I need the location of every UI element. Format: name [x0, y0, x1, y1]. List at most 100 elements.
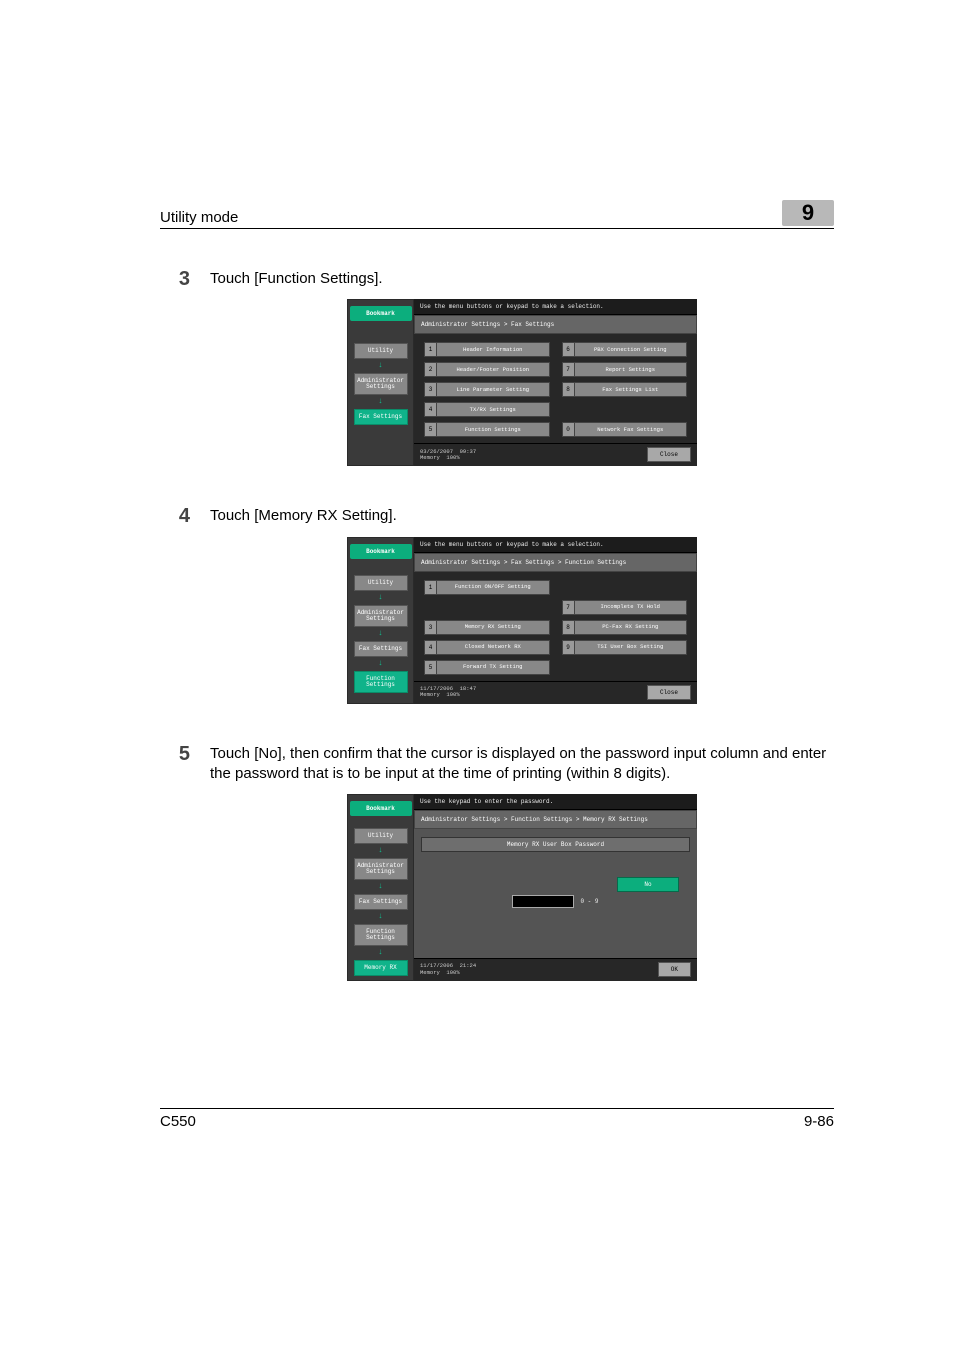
page: Utility mode 9 3 Touch [Function Setting…	[0, 0, 954, 1350]
sidebar-fax-settings[interactable]: Fax Settings	[354, 641, 408, 657]
screen-sidebar: Bookmark Utility ↓ Administrator Setting…	[347, 794, 414, 981]
sidebar-function-settings[interactable]: Function Settings	[354, 924, 408, 946]
instruction-bar: Use the menu buttons or keypad to make a…	[414, 299, 697, 315]
sidebar-admin[interactable]: Administrator Settings	[354, 605, 408, 627]
header-title: Utility mode	[160, 209, 238, 226]
screen-memory-rx: Bookmark Utility ↓ Administrator Setting…	[347, 794, 697, 981]
screen-function-settings: Bookmark Utility ↓ Administrator Setting…	[347, 537, 697, 704]
sidebar-utility[interactable]: Utility	[354, 575, 408, 591]
menu-closed-network[interactable]: 4Closed Network RX	[424, 640, 550, 655]
sidebar-fax-settings[interactable]: Fax Settings	[354, 894, 408, 910]
step-number: 4	[160, 506, 190, 703]
screen-main: Use the menu buttons or keypad to make a…	[414, 299, 697, 466]
step-3: 3 Touch [Function Settings]. Bookmark Ut…	[160, 269, 834, 466]
screen-sidebar: Bookmark Utility ↓ Administrator Setting…	[347, 299, 414, 466]
menu-function-settings[interactable]: 5Function Settings	[424, 422, 550, 437]
arrow-icon: ↓	[378, 630, 383, 638]
menu-incomplete-tx[interactable]: 7Incomplete TX Hold	[562, 600, 688, 615]
password-hint: 0 - 9	[580, 898, 598, 905]
footer-model: C550	[160, 1113, 196, 1130]
password-input[interactable]	[512, 895, 574, 908]
step-text: Touch [No], then confirm that the cursor…	[210, 744, 834, 785]
menu-forward-tx[interactable]: 5Forward TX Setting	[424, 660, 550, 675]
menu-line-param[interactable]: 3Line Parameter Setting	[424, 382, 550, 397]
arrow-icon: ↓	[378, 660, 383, 668]
sidebar-utility[interactable]: Utility	[354, 828, 408, 844]
input-line: 0 - 9	[512, 895, 598, 908]
screen-inner: Bookmark Utility ↓ Administrator Setting…	[347, 299, 697, 466]
menu-function-onoff[interactable]: 1Function ON/OFF Setting	[424, 580, 550, 595]
arrow-icon: ↓	[378, 913, 383, 921]
step-number: 3	[160, 269, 190, 466]
ok-button[interactable]: OK	[658, 962, 691, 977]
menu-report[interactable]: 7Report Settings	[562, 362, 688, 377]
screen-sidebar: Bookmark Utility ↓ Administrator Setting…	[347, 537, 414, 704]
footer-datetime: 11/17/2006 21:24 Memory 100%	[420, 963, 476, 975]
menu-col-left: 1Header Information 2Header/Footer Posit…	[424, 342, 550, 437]
arrow-icon: ↓	[378, 949, 383, 957]
screen-inner: Bookmark Utility ↓ Administrator Setting…	[347, 794, 697, 981]
arrow-icon: ↓	[378, 883, 383, 891]
menu-col-right: 6PBX Connection Setting 7Report Settings…	[562, 342, 688, 437]
screen-footer: 11/17/2006 18:47 Memory 100% Close	[414, 681, 697, 704]
step-body: Touch [Memory RX Setting]. Bookmark Util…	[210, 506, 834, 703]
screen-fax-settings: Bookmark Utility ↓ Administrator Setting…	[347, 299, 697, 466]
menu-col-right: 7Incomplete TX Hold 8PC-Fax RX Setting 9…	[562, 580, 688, 675]
screen-main: Use the keypad to enter the password. Ad…	[414, 794, 697, 981]
instruction-bar: Use the menu buttons or keypad to make a…	[414, 537, 697, 553]
step-text: Touch [Function Settings].	[210, 269, 834, 289]
memory-rx-title: Memory RX User Box Password	[421, 837, 690, 852]
no-button[interactable]: No	[617, 877, 679, 892]
sidebar-function-settings[interactable]: Function Settings	[354, 671, 408, 693]
arrow-icon: ↓	[378, 398, 383, 406]
breadcrumb: Administrator Settings > Fax Settings > …	[414, 553, 697, 572]
screen-inner: Bookmark Utility ↓ Administrator Setting…	[347, 537, 697, 704]
menu-col-left: 1Function ON/OFF Setting 3Memory RX Sett…	[424, 580, 550, 675]
menu-tsi-userbox[interactable]: 9TSI User Box Setting	[562, 640, 688, 655]
arrow-icon: ↓	[378, 594, 383, 602]
menu-header-footer-pos[interactable]: 2Header/Footer Position	[424, 362, 550, 377]
breadcrumb: Administrator Settings > Fax Settings	[414, 315, 697, 334]
footer-page-number: 9-86	[804, 1113, 834, 1130]
menu-pcfax-rx[interactable]: 8PC-Fax RX Setting	[562, 620, 688, 635]
screen-footer: 03/26/2007 09:37 Memory 100% Close	[414, 443, 697, 466]
page-footer: C550 9-86	[160, 1108, 834, 1130]
step-5: 5 Touch [No], then confirm that the curs…	[160, 744, 834, 982]
bookmark-button[interactable]: Bookmark	[350, 801, 412, 816]
menu-pbx[interactable]: 6PBX Connection Setting	[562, 342, 688, 357]
sidebar-admin[interactable]: Administrator Settings	[354, 858, 408, 880]
chapter-number: 9	[802, 200, 814, 226]
instruction-bar: Use the keypad to enter the password.	[414, 794, 697, 810]
page-header: Utility mode 9	[160, 200, 834, 229]
sidebar-utility[interactable]: Utility	[354, 343, 408, 359]
bookmark-button[interactable]: Bookmark	[350, 306, 412, 321]
sidebar-memory-rx[interactable]: Memory RX	[354, 960, 408, 976]
footer-datetime: 11/17/2006 18:47 Memory 100%	[420, 686, 476, 698]
sidebar-fax-settings[interactable]: Fax Settings	[354, 409, 408, 425]
bookmark-button[interactable]: Bookmark	[350, 544, 412, 559]
step-text: Touch [Memory RX Setting].	[210, 506, 834, 526]
menu-txrx[interactable]: 4TX/RX Settings	[424, 402, 550, 417]
step-4: 4 Touch [Memory RX Setting]. Bookmark Ut…	[160, 506, 834, 703]
menu-grid: 1Header Information 2Header/Footer Posit…	[414, 334, 697, 443]
password-zone: No 0 - 9	[422, 858, 689, 908]
menu-memory-rx[interactable]: 3Memory RX Setting	[424, 620, 550, 635]
step-body: Touch [Function Settings]. Bookmark Util…	[210, 269, 834, 466]
chapter-badge: 9	[782, 200, 834, 226]
menu-grid: 1Function ON/OFF Setting 3Memory RX Sett…	[414, 572, 697, 681]
step-body: Touch [No], then confirm that the cursor…	[210, 744, 834, 982]
menu-header-info[interactable]: 1Header Information	[424, 342, 550, 357]
footer-datetime: 03/26/2007 09:37 Memory 100%	[420, 449, 476, 461]
screen-main: Use the menu buttons or keypad to make a…	[414, 537, 697, 704]
arrow-icon: ↓	[378, 847, 383, 855]
breadcrumb: Administrator Settings > Function Settin…	[414, 810, 697, 829]
screen-footer: 11/17/2006 21:24 Memory 100% OK	[414, 958, 697, 981]
step-number: 5	[160, 744, 190, 982]
menu-fax-list[interactable]: 8Fax Settings List	[562, 382, 688, 397]
close-button[interactable]: Close	[647, 685, 691, 700]
arrow-icon: ↓	[378, 362, 383, 370]
close-button[interactable]: Close	[647, 447, 691, 462]
menu-network-fax[interactable]: 0Network Fax Settings	[562, 422, 688, 437]
memory-rx-body: Memory RX User Box Password No 0 - 9	[414, 829, 697, 958]
sidebar-admin[interactable]: Administrator Settings	[354, 373, 408, 395]
